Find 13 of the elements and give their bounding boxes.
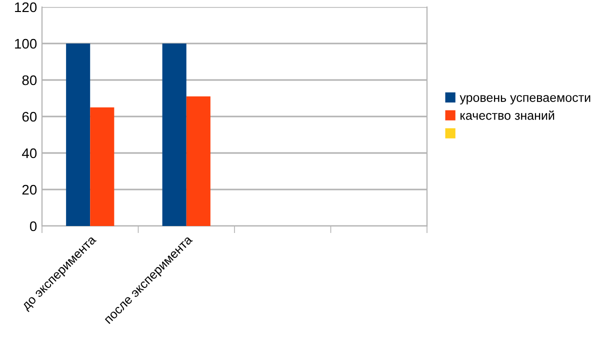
y-tick-label: 20 — [22, 184, 37, 195]
legend-label: качество знаний — [460, 110, 554, 120]
legend-label: уровень успеваемости — [460, 95, 590, 104]
y-tick-label: 0 — [30, 221, 37, 232]
bar — [186, 96, 210, 226]
y-tick-label: 120 — [15, 2, 37, 12]
y-tick-label: 40 — [22, 148, 37, 158]
bar — [162, 44, 186, 226]
y-tick-label: 100 — [15, 38, 37, 49]
bar — [66, 44, 90, 226]
y-tick-label: 80 — [22, 75, 37, 86]
bar — [90, 107, 114, 226]
y-tick-label: 60 — [22, 112, 37, 122]
